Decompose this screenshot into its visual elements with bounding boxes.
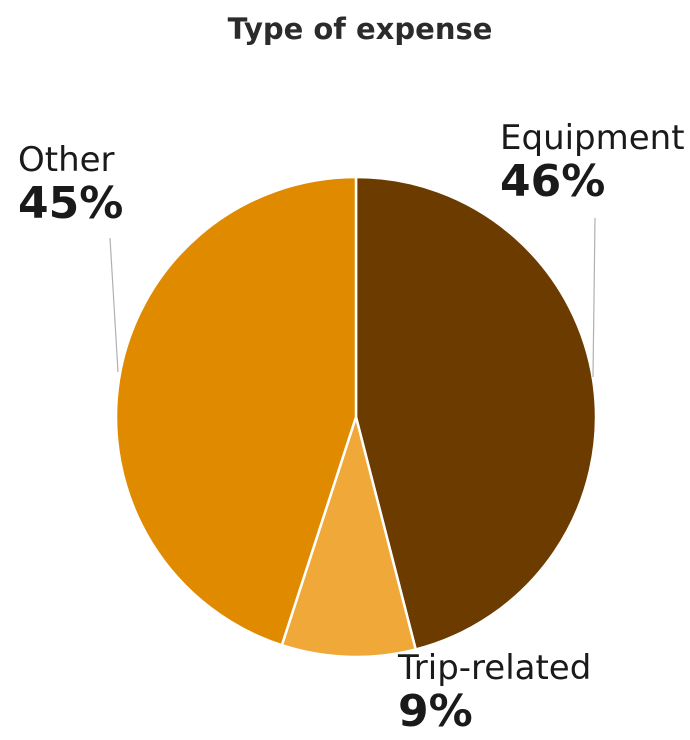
label-equipment: Equipment 46% xyxy=(500,118,685,206)
slice-equipment xyxy=(354,175,598,651)
label-equipment-value: 46% xyxy=(500,156,606,207)
label-other-name: Other xyxy=(18,140,115,180)
label-other-value: 45% xyxy=(18,178,124,229)
leader-line-equipment xyxy=(592,217,596,378)
slice-trip-related xyxy=(280,415,417,659)
chart-title: Type of expense xyxy=(227,12,493,46)
slice-other xyxy=(114,175,358,647)
leader-line-other xyxy=(109,237,119,373)
label-trip-related-value: 9% xyxy=(398,686,473,737)
label-other: Other 45% xyxy=(18,140,123,228)
label-trip-related-name: Trip-related xyxy=(398,648,592,688)
label-trip-related: Trip-related 9% xyxy=(398,648,591,736)
label-equipment-name: Equipment xyxy=(500,118,685,158)
